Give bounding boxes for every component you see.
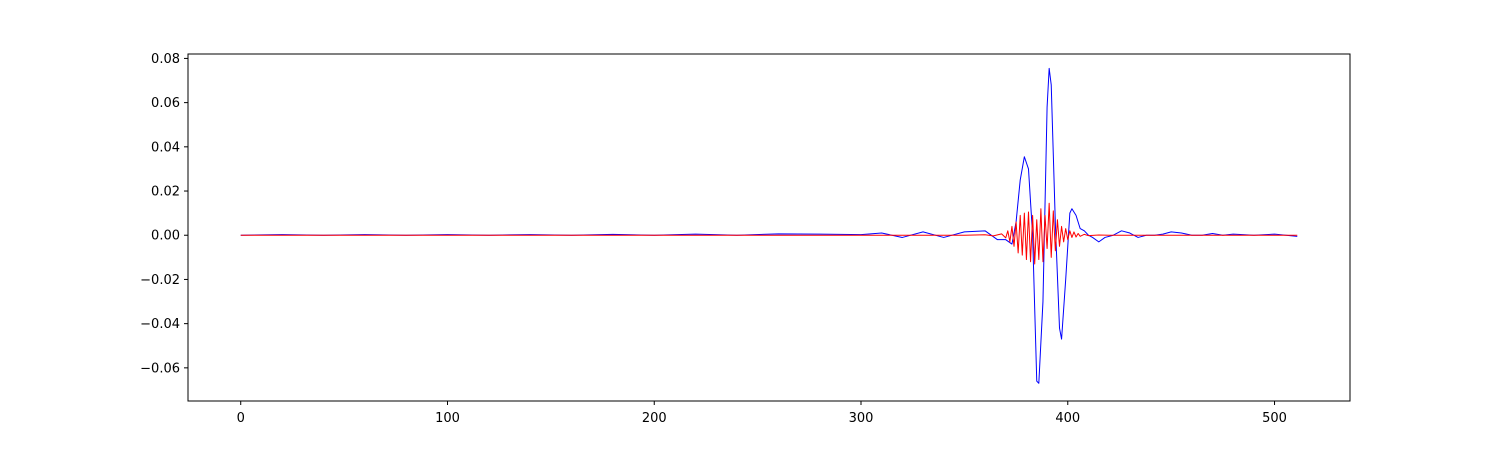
- y-tick-label: −0.02: [140, 273, 180, 288]
- y-axis: −0.06 −0.04 −0.02 0.00 0.02 0.04 0.06 0.08: [140, 52, 188, 376]
- y-tick-label: 0.00: [151, 229, 180, 244]
- plot-frame: [187, 53, 1351, 402]
- x-tick-label: 400: [1055, 411, 1080, 426]
- series-line-2: [240, 202, 1298, 265]
- y-tick-label: 0.06: [151, 96, 180, 111]
- y-tick-label: 0.04: [151, 140, 180, 155]
- y-tick-label: 0.08: [151, 52, 180, 67]
- x-tick-label: 500: [1262, 411, 1287, 426]
- y-tick-label: −0.04: [140, 317, 180, 332]
- x-axis: 0 100 200 300 400 500: [237, 401, 1287, 426]
- x-tick-label: 200: [642, 411, 667, 426]
- y-tick-label: 0.02: [151, 185, 180, 200]
- y-tick-label: −0.06: [140, 361, 180, 376]
- x-tick-label: 0: [237, 411, 245, 426]
- x-tick-label: 100: [435, 411, 460, 426]
- x-tick-label: 300: [849, 411, 874, 426]
- plot-lines: [240, 67, 1298, 384]
- series-line-1: [240, 67, 1298, 384]
